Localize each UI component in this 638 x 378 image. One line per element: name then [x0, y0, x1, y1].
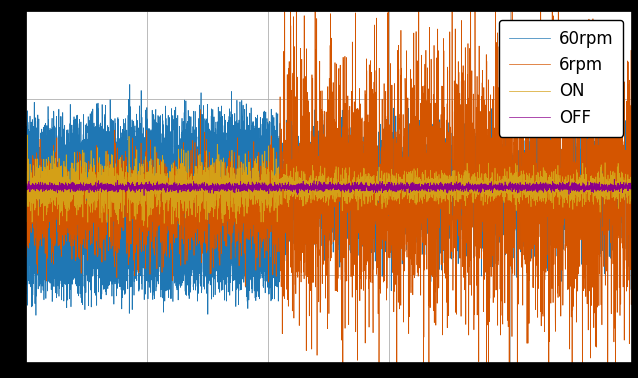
- 60rpm: [385, 195, 393, 200]
- OFF: [253, 183, 261, 187]
- 6rpm: [22, 179, 29, 183]
- ON: [385, 172, 393, 176]
- ON: [253, 197, 261, 202]
- OFF: [611, 177, 618, 181]
- 60rpm: [22, 121, 29, 126]
- 60rpm: [132, 134, 140, 139]
- Line: OFF: OFF: [26, 179, 632, 195]
- OFF: [628, 187, 635, 191]
- OFF: [140, 193, 148, 198]
- 6rpm: [385, 214, 393, 218]
- OFF: [474, 182, 482, 187]
- 6rpm: [628, 133, 635, 138]
- 60rpm: [520, 138, 528, 143]
- Line: 6rpm: 6rpm: [26, 0, 632, 378]
- Line: ON: ON: [26, 133, 632, 237]
- ON: [628, 187, 635, 192]
- 60rpm: [126, 82, 133, 87]
- ON: [474, 181, 482, 185]
- OFF: [385, 180, 393, 185]
- ON: [416, 182, 424, 187]
- 60rpm: [628, 141, 635, 145]
- OFF: [132, 187, 140, 192]
- OFF: [520, 186, 528, 190]
- 60rpm: [32, 313, 40, 318]
- 6rpm: [416, 130, 424, 134]
- 6rpm: [520, 154, 528, 159]
- 60rpm: [253, 289, 261, 293]
- Legend: 60rpm, 6rpm, ON, OFF: 60rpm, 6rpm, ON, OFF: [499, 20, 623, 137]
- OFF: [416, 184, 424, 189]
- 60rpm: [474, 206, 482, 211]
- 60rpm: [416, 196, 424, 200]
- ON: [22, 130, 29, 135]
- 6rpm: [132, 198, 140, 202]
- ON: [106, 235, 114, 239]
- Line: 60rpm: 60rpm: [26, 84, 632, 315]
- ON: [520, 181, 528, 185]
- 6rpm: [474, 246, 482, 251]
- ON: [132, 206, 140, 211]
- OFF: [22, 181, 29, 186]
- 6rpm: [253, 255, 261, 260]
